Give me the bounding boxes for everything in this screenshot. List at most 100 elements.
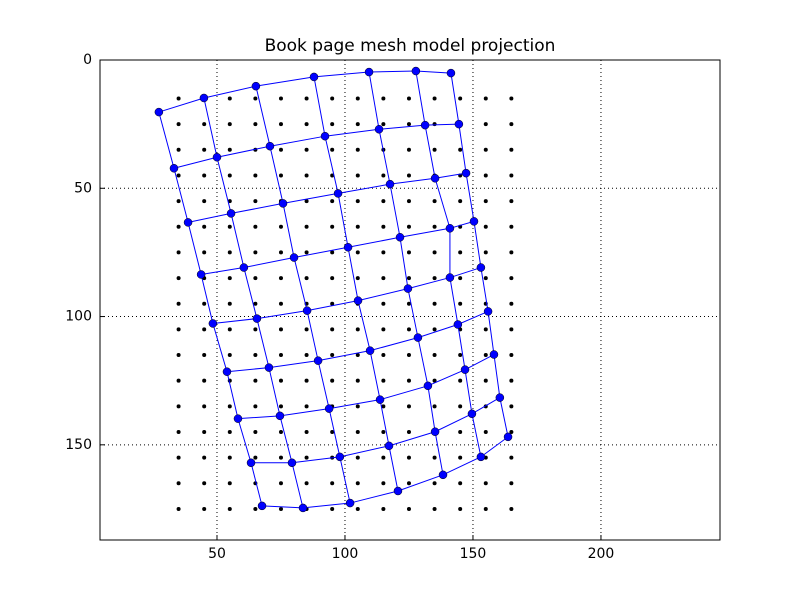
quiver-point xyxy=(176,506,181,511)
quiver-point xyxy=(432,506,437,511)
quiver-point xyxy=(483,429,488,434)
quiver-point xyxy=(330,173,335,178)
quiver-point xyxy=(278,173,283,178)
quiver-point xyxy=(227,327,232,332)
quiver-point xyxy=(253,327,258,332)
axes-frame xyxy=(99,59,721,541)
quiver-point xyxy=(330,199,335,204)
mesh-point xyxy=(375,395,385,404)
mesh-point xyxy=(364,67,374,77)
quiver-point xyxy=(509,96,514,101)
mesh-point xyxy=(438,470,448,480)
quiver-point xyxy=(253,199,258,204)
mesh-point xyxy=(446,68,456,78)
quiver-point xyxy=(330,96,335,101)
quiver-point xyxy=(202,224,207,229)
mesh-point xyxy=(445,273,455,282)
quiver-point xyxy=(509,378,514,383)
quiver-point xyxy=(381,327,386,332)
quiver-point xyxy=(176,122,181,127)
quiver-point xyxy=(176,455,181,460)
mesh-point xyxy=(287,458,297,468)
quiver-point xyxy=(253,224,258,229)
quiver-point xyxy=(304,147,309,152)
quiver-point xyxy=(304,199,309,204)
quiver-point xyxy=(509,301,514,306)
quiver-point xyxy=(253,96,258,101)
quiver-point xyxy=(253,429,258,434)
quiver-point xyxy=(227,147,232,152)
mesh-point xyxy=(393,486,403,496)
y-tick-label: 0 xyxy=(83,52,92,68)
quiver-point xyxy=(330,481,335,486)
quiver-point xyxy=(330,327,335,332)
quiver-point xyxy=(176,353,181,358)
quiver-point xyxy=(304,122,309,127)
mesh-point xyxy=(309,72,319,82)
mesh-point xyxy=(343,243,353,252)
quiver-point xyxy=(509,353,514,358)
quiver-point xyxy=(509,224,514,229)
mesh-point xyxy=(212,152,222,162)
quiver-point xyxy=(406,429,411,434)
quiver-point xyxy=(278,122,283,127)
quiver-point xyxy=(381,199,386,204)
mesh-point xyxy=(353,296,363,305)
quiver-point xyxy=(355,404,360,409)
mesh-point xyxy=(222,367,232,376)
quiver-point xyxy=(509,481,514,486)
mesh-point xyxy=(313,356,323,365)
mesh-point xyxy=(169,164,179,173)
quiver-point xyxy=(227,250,232,255)
quiver-point xyxy=(227,96,232,101)
mesh-point xyxy=(495,393,505,402)
quiver-point xyxy=(330,250,335,255)
x-tick-label: 200 xyxy=(588,546,615,562)
mesh-point xyxy=(489,350,499,359)
quiver-point xyxy=(432,276,437,281)
quiver-point xyxy=(278,224,283,229)
quiver-point xyxy=(202,122,207,127)
quiver-point xyxy=(509,147,514,152)
quiver-point xyxy=(509,429,514,434)
quiver-point xyxy=(355,173,360,178)
quiver-point xyxy=(202,404,207,409)
quiver-point xyxy=(406,96,411,101)
quiver-point xyxy=(278,506,283,511)
quiver-point xyxy=(483,353,488,358)
quiver-point xyxy=(278,353,283,358)
quiver-point xyxy=(202,250,207,255)
quiver-point xyxy=(381,506,386,511)
quiver-point xyxy=(330,276,335,281)
y-tick-label: 150 xyxy=(65,437,92,453)
quiver-point xyxy=(227,301,232,306)
quiver-point xyxy=(458,147,463,152)
quiver-point xyxy=(227,481,232,486)
mesh-point xyxy=(365,346,375,355)
quiver-point xyxy=(406,327,411,332)
mesh-point xyxy=(413,333,423,342)
quiver-point xyxy=(227,173,232,178)
quiver-point xyxy=(355,353,360,358)
quiver-point xyxy=(432,404,437,409)
mesh-point xyxy=(476,452,486,462)
mesh-point xyxy=(196,270,206,279)
quiver-point xyxy=(381,173,386,178)
quiver-point xyxy=(381,250,386,255)
quiver-point xyxy=(355,224,360,229)
quiver-point xyxy=(176,276,181,281)
mesh-point xyxy=(264,363,274,372)
mesh-point xyxy=(265,141,275,151)
quiver-point xyxy=(355,276,360,281)
quiver-point xyxy=(381,481,386,486)
quiver-point xyxy=(432,250,437,255)
mesh-point xyxy=(483,307,493,316)
quiver-point xyxy=(432,224,437,229)
quiver-point xyxy=(355,455,360,460)
quiver-point xyxy=(253,173,258,178)
quiver-point xyxy=(406,506,411,511)
quiver-point xyxy=(278,481,283,486)
x-tick-label: 100 xyxy=(332,546,359,562)
quiver-point xyxy=(176,404,181,409)
